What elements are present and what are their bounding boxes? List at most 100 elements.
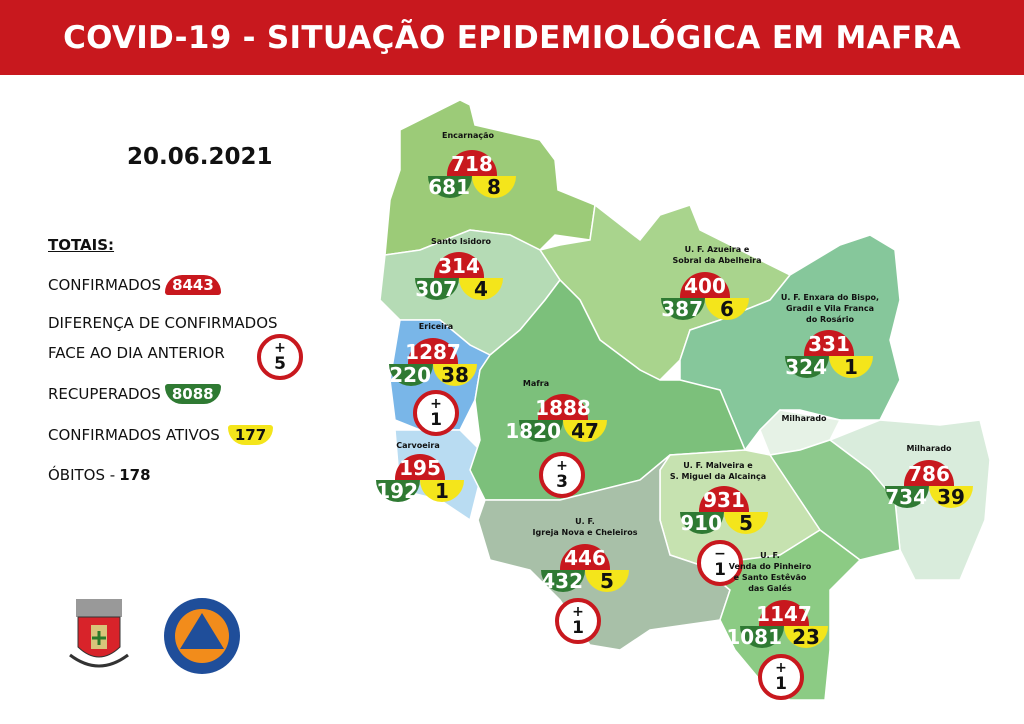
recovered-shape <box>519 420 563 442</box>
active-shape <box>563 420 607 442</box>
region-badge: 718 681 8 <box>426 150 518 198</box>
region-recovered: 432 <box>541 569 583 593</box>
region-diff-badge: +1 <box>413 390 459 436</box>
region-confirmed: 400 <box>684 274 726 298</box>
region-confirmed: 1147 <box>756 602 812 626</box>
region-active: 4 <box>474 277 488 301</box>
region-confirmed: 331 <box>808 332 850 356</box>
region-active: 5 <box>739 511 753 535</box>
region-recovered: 681 <box>428 175 470 199</box>
region-diff-badge: +3 <box>539 452 585 498</box>
region-recovered: 192 <box>376 479 418 503</box>
region-confirmed: 931 <box>703 488 745 512</box>
region-mafra <box>469 278 747 501</box>
region-recovered: 1220 <box>375 363 431 387</box>
total-deaths: ÓBITOS -178 <box>48 466 151 484</box>
region-active: 47 <box>571 419 599 443</box>
region-active: 1 <box>435 479 449 503</box>
recovered-value: 8088 <box>164 384 221 404</box>
recovered-shape <box>376 480 420 502</box>
totals-heading: TOTAIS: <box>48 236 115 254</box>
diff-value: 1 <box>714 560 726 580</box>
region-confirmed: 1888 <box>535 396 591 420</box>
region-label: U. F. Enxara do Bispo, Gradil e Vila Fra… <box>780 293 880 324</box>
recovered-shape <box>885 486 929 508</box>
diff-value: 1 <box>572 618 584 638</box>
diff-total-badge: +5 <box>257 334 303 380</box>
report-date: 20.06.2021 <box>127 144 273 170</box>
region-label: Mafra <box>522 379 550 388</box>
region-label: Ericeira <box>418 322 454 331</box>
region-label: Milharado <box>906 444 952 453</box>
page-title: COVID-19 - SITUAÇÃO EPIDEMIOLÓGICA EM MA… <box>0 0 1024 75</box>
region-recovered: 387 <box>661 297 703 321</box>
total-recovered: RECUPERADOS 8088 <box>48 384 221 404</box>
region-active: 5 <box>600 569 614 593</box>
recovered-label: RECUPERADOS <box>48 385 161 403</box>
region-badge: 786 734 39 <box>883 460 975 508</box>
region-diff-badge: +1 <box>555 598 601 644</box>
diff-sign: + <box>572 604 584 620</box>
region-active: 8 <box>487 175 501 199</box>
region-confirmed: 195 <box>399 456 441 480</box>
region-diff-badge: +1 <box>758 654 804 700</box>
active-shape <box>459 278 503 300</box>
recovered-shape <box>661 298 705 320</box>
active-label: CONFIRMADOS ATIVOS <box>48 426 220 444</box>
diff-value: 1 <box>775 674 787 694</box>
deaths-value: 178 <box>119 466 151 484</box>
municipio-logo <box>69 599 129 668</box>
region-badge: 1147 1081 23 <box>726 600 830 649</box>
label-milharado-upper: Milharado <box>781 414 827 423</box>
confirmed-value: 8443 <box>165 275 221 295</box>
region-confirmed: 786 <box>908 462 950 486</box>
region-active: 6 <box>720 297 734 321</box>
region-recovered: 910 <box>680 511 722 535</box>
active-value: 177 <box>227 425 274 445</box>
region-badge: 446 432 5 <box>539 544 631 592</box>
diff-value: 5 <box>274 354 286 374</box>
active-shape <box>929 486 973 508</box>
recovered-shape <box>680 512 724 534</box>
region-confirmed: 1287 <box>405 340 461 364</box>
region-label: Carvoeira <box>396 441 440 450</box>
active-shape <box>784 626 828 648</box>
recovered-shape <box>415 278 459 300</box>
recovered-shape <box>785 356 829 378</box>
total-active: CONFIRMADOS ATIVOS 177 <box>48 425 274 445</box>
region-label: U. F. Venda do Pinheiro e Santo Estêvão … <box>728 551 812 593</box>
region-confirmed: 446 <box>564 546 606 570</box>
diff-sign: + <box>274 340 286 356</box>
region-badge: 400 387 6 <box>659 272 751 320</box>
active-shape <box>585 570 629 592</box>
region-badge: 314 307 4 <box>413 252 505 300</box>
diff-value: 3 <box>556 472 568 492</box>
region-confirmed: 718 <box>451 152 493 176</box>
recovered-shape <box>428 176 472 198</box>
active-shape <box>724 512 768 534</box>
diff-label-2: FACE AO DIA ANTERIOR <box>48 344 225 362</box>
active-shape <box>705 298 749 320</box>
total-confirmed: CONFIRMADOS 8443 <box>48 275 221 295</box>
region-active: 1 <box>844 355 858 379</box>
region-badge: 931 910 5 <box>678 486 770 534</box>
region-label: U. F. Malveira e S. Miguel da Alcainça <box>669 461 767 481</box>
recovered-shape <box>740 626 784 648</box>
region-badge: 1287 1220 38 <box>375 338 479 387</box>
active-shape <box>472 176 516 198</box>
region-recovered: 1081 <box>726 625 782 649</box>
recovered-shape <box>541 570 585 592</box>
recovered-shape <box>389 364 433 386</box>
active-shape <box>829 356 873 378</box>
region-active: 39 <box>937 485 965 509</box>
region-badge: 331 324 1 <box>783 330 875 378</box>
region-recovered: 734 <box>885 485 927 509</box>
region-recovered: 307 <box>415 277 457 301</box>
diff-sign: + <box>556 458 568 474</box>
region-label: Santo Isidoro <box>430 237 492 246</box>
region-active: 38 <box>441 363 469 387</box>
region-recovered: 324 <box>785 355 827 379</box>
diff-sign: − <box>714 546 726 562</box>
diff-value: 1 <box>430 410 442 430</box>
region-active: 23 <box>792 625 820 649</box>
